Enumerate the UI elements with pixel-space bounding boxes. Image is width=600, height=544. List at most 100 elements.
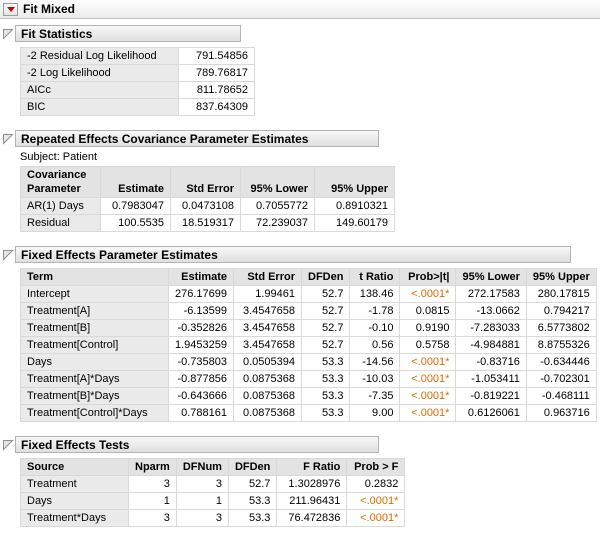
table-row: Days 1 1 53.3 211.96431 <.0001* <box>20 492 406 510</box>
lower-cell: -1.053411 <box>455 370 527 388</box>
fit-mixed-report: Fit Mixed Fit Statistics -2 Residual Log… <box>0 0 600 527</box>
upper-cell: 0.963716 <box>525 404 597 422</box>
source-cell: Treatment <box>20 475 129 493</box>
column-header: F Ratio <box>276 458 348 476</box>
table-row: BIC 837.64309 <box>20 98 255 116</box>
fixed-effects-tests-table: Source Nparm DFNum DFDen F Ratio Prob > … <box>20 458 406 527</box>
upper-cell: -0.634446 <box>525 353 597 371</box>
dfden-cell: 52.7 <box>300 319 351 337</box>
table-row: AICc 811.78652 <box>20 81 255 99</box>
stderr-cell: 3.4547658 <box>233 302 302 320</box>
dfden-cell: 53.3 <box>227 492 278 510</box>
dfden-cell: 52.7 <box>300 302 351 320</box>
covariance-table: Covariance Parameter Estimate Std Error … <box>20 166 395 232</box>
dfnum-cell: 3 <box>175 475 229 493</box>
fratio-cell: 211.96431 <box>276 492 348 510</box>
fratio-cell: 1.3028976 <box>276 475 348 493</box>
fit-statistics-title-bar[interactable]: Fit Statistics <box>15 25 241 42</box>
column-header: Estimate <box>100 166 171 198</box>
upper-cell: 6.5773802 <box>525 319 597 337</box>
disclosure-triangle-icon[interactable] <box>2 439 14 451</box>
term-cell: Treatment[A]*Days <box>20 370 169 388</box>
prob-cell: <.0001* <box>346 509 406 527</box>
term-cell: Treatment[Control] <box>20 336 169 354</box>
stderr-cell: 0.0473108 <box>170 197 241 215</box>
report-title: Fit Mixed <box>23 2 76 16</box>
disclosure-triangle-icon[interactable] <box>2 133 14 145</box>
stat-label: -2 Residual Log Likelihood <box>20 47 179 65</box>
stderr-cell: 3.4547658 <box>233 319 302 337</box>
tratio-cell: 9.00 <box>349 404 401 422</box>
stderr-cell: 3.4547658 <box>233 336 302 354</box>
upper-cell: 0.794217 <box>525 302 597 320</box>
prob-cell: <.0001* <box>399 370 457 388</box>
stderr-cell: 0.0875368 <box>233 370 302 388</box>
covariance-header-row: Repeated Effects Covariance Parameter Es… <box>2 130 600 147</box>
prob-cell: <.0001* <box>399 387 457 405</box>
disclosure-triangle-icon[interactable] <box>2 249 14 261</box>
red-triangle-menu-button[interactable] <box>3 2 18 16</box>
stderr-cell: 0.0875368 <box>233 387 302 405</box>
report-title-bar: Fit Mixed <box>0 0 600 19</box>
lower-cell: -0.83716 <box>455 353 527 371</box>
table-header-row: Term Estimate Std Error DFDen t Ratio Pr… <box>20 268 597 286</box>
upper-cell: -0.702301 <box>525 370 597 388</box>
stderr-cell: 0.0875368 <box>233 404 302 422</box>
fixed-effects-tests-title-bar[interactable]: Fixed Effects Tests <box>15 436 379 453</box>
column-header: DFNum <box>175 458 229 476</box>
subject-label: Subject: Patient <box>20 151 98 163</box>
tratio-cell: -10.03 <box>349 370 401 388</box>
tratio-cell: 0.56 <box>349 336 401 354</box>
lower-cell: -4.984881 <box>455 336 527 354</box>
fixed-effects-tests-header-row: Fixed Effects Tests <box>2 436 600 453</box>
column-header: Prob>|t| <box>399 268 457 286</box>
section-fixed-effects-estimates: Fixed Effects Parameter Estimates Term E… <box>0 246 600 422</box>
stat-label: AICc <box>20 81 179 99</box>
fixed-effects-title-bar[interactable]: Fixed Effects Parameter Estimates <box>15 246 571 263</box>
prob-cell: <.0001* <box>399 404 457 422</box>
stat-value: 789.76817 <box>178 64 255 82</box>
upper-cell: 280.17815 <box>525 285 597 303</box>
tratio-cell: -1.78 <box>349 302 401 320</box>
lower-cell: -13.0662 <box>455 302 527 320</box>
column-header: Prob > F <box>346 458 406 476</box>
stderr-cell: 1.99461 <box>233 285 302 303</box>
table-header-row: Source Nparm DFNum DFDen F Ratio Prob > … <box>20 458 406 476</box>
term-cell: Treatment[Control]*Days <box>20 404 169 422</box>
table-row: Days -0.735803 0.0505394 53.3 -14.56 <.0… <box>20 353 597 371</box>
estimate-cell: -0.735803 <box>168 353 234 371</box>
table-row: -2 Residual Log Likelihood 791.54856 <box>20 47 255 65</box>
source-cell: Days <box>20 492 129 510</box>
column-header: Nparm <box>128 458 177 476</box>
covariance-title-bar[interactable]: Repeated Effects Covariance Parameter Es… <box>15 130 379 147</box>
upper-cell: 149.60179 <box>314 214 395 232</box>
table-row: Treatment*Days 3 3 53.3 76.472836 <.0001… <box>20 509 406 527</box>
dfden-cell: 53.3 <box>300 353 351 371</box>
stderr-cell: 0.0505394 <box>233 353 302 371</box>
column-header: 95% Lower <box>455 268 527 286</box>
term-cell: Treatment[A] <box>20 302 169 320</box>
prob-cell: 0.9190 <box>399 319 457 337</box>
parameter-cell: Residual <box>20 214 101 232</box>
fixed-effects-table: Term Estimate Std Error DFDen t Ratio Pr… <box>20 268 597 422</box>
estimate-cell: -0.877856 <box>168 370 234 388</box>
column-header: 95% Upper <box>525 268 597 286</box>
lower-cell: -0.819221 <box>455 387 527 405</box>
lower-cell: 0.7055772 <box>240 197 315 215</box>
term-cell: Treatment[B]*Days <box>20 387 169 405</box>
lower-cell: 0.6126061 <box>455 404 527 422</box>
prob-cell: <.0001* <box>399 285 457 303</box>
prob-cell: 0.5758 <box>399 336 457 354</box>
stat-label: BIC <box>20 98 179 116</box>
tratio-cell: -7.35 <box>349 387 401 405</box>
table-row: -2 Log Likelihood 789.76817 <box>20 64 255 82</box>
section-covariance-estimates: Repeated Effects Covariance Parameter Es… <box>0 130 600 232</box>
disclosure-triangle-icon[interactable] <box>2 28 14 40</box>
source-cell: Treatment*Days <box>20 509 129 527</box>
upper-cell: -0.468111 <box>525 387 597 405</box>
table-row: Treatment[A] -6.13599 3.4547658 52.7 -1.… <box>20 302 597 320</box>
section-title: Fixed Effects Parameter Estimates <box>21 247 218 262</box>
column-header: 95% Upper <box>314 166 395 198</box>
stat-value: 811.78652 <box>178 81 255 99</box>
nparm-cell: 1 <box>128 492 177 510</box>
